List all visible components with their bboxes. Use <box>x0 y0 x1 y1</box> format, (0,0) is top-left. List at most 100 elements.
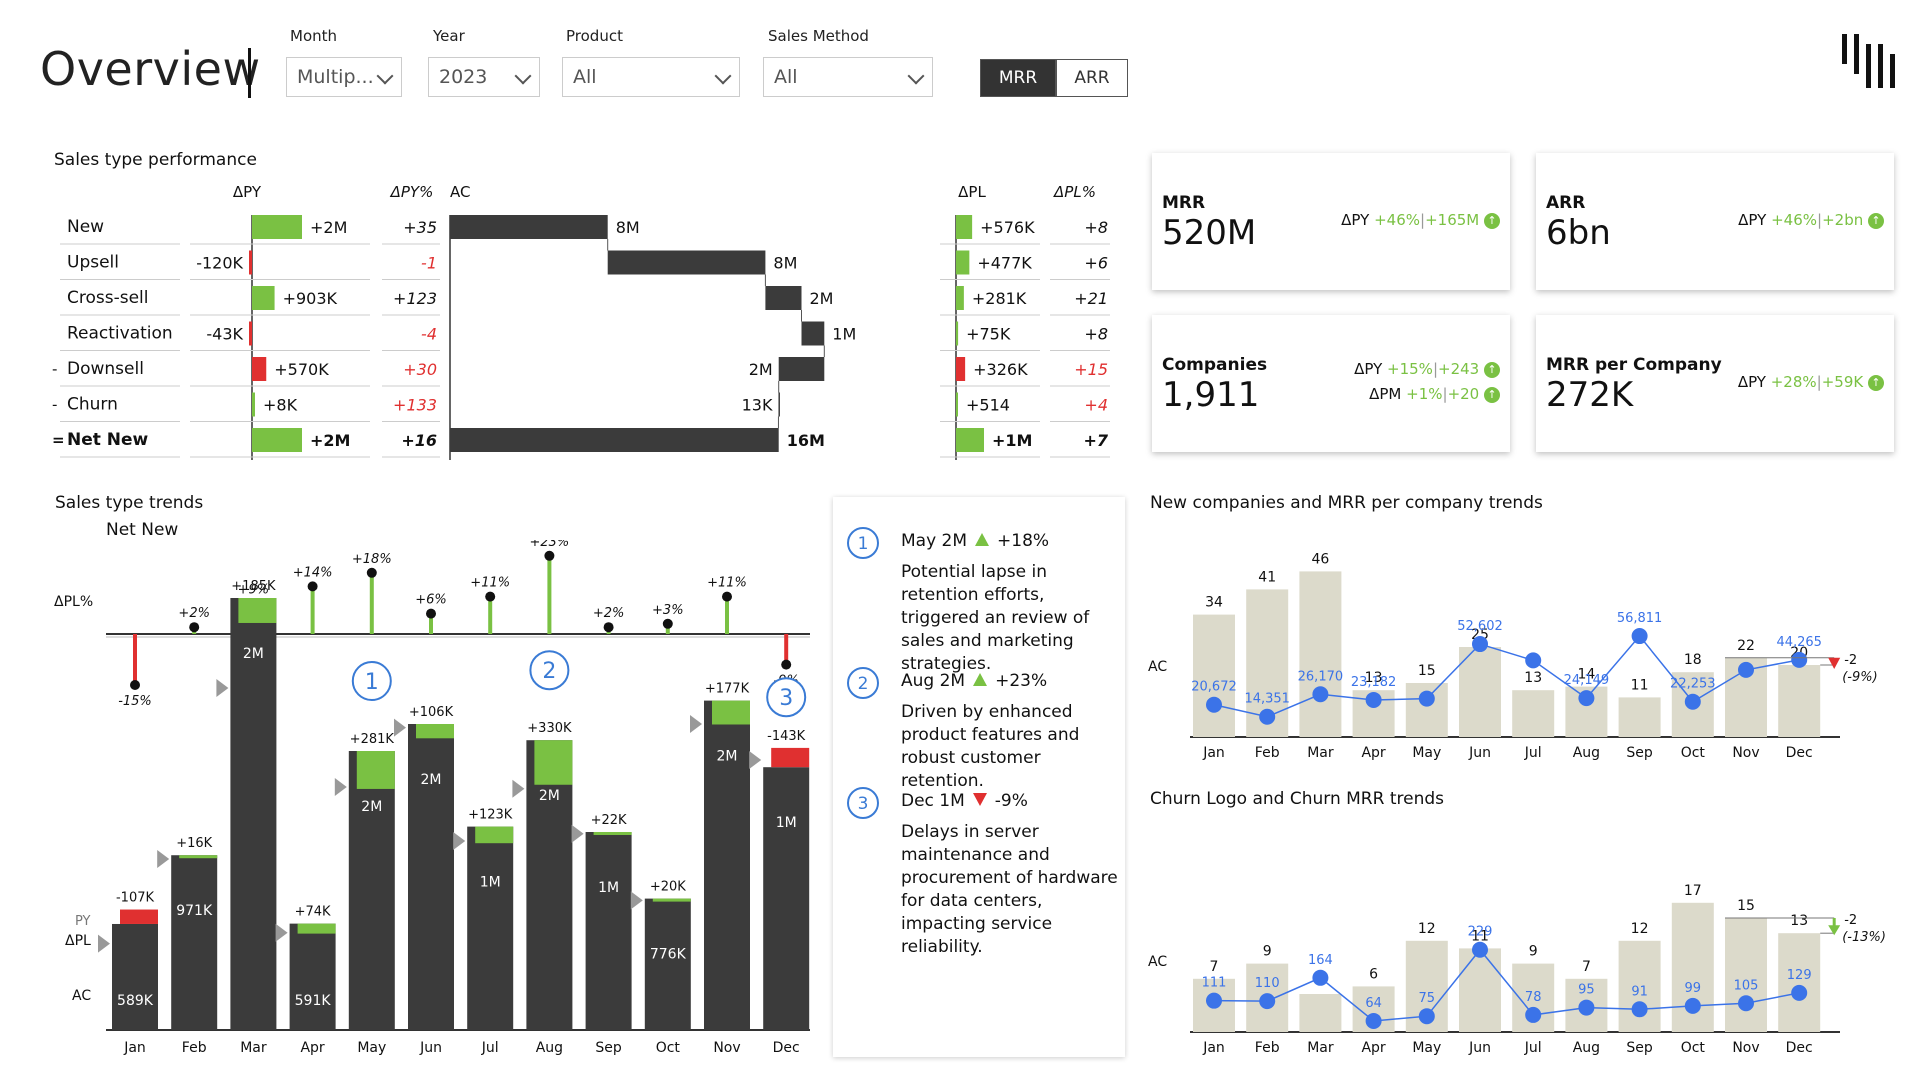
annotation-head: Dec 1M -9% <box>901 791 1028 811</box>
ac-bar <box>644 898 691 1030</box>
row-prefix: = <box>52 431 65 449</box>
title-divider <box>248 48 251 98</box>
pin-head <box>722 591 732 602</box>
dpy-label: +570K <box>274 360 329 379</box>
companies-card[interactable]: Companies 1,911 ΔPY +15%|+243 ↑ ΔPM +1%|… <box>1152 315 1510 452</box>
dpl-label: +75K <box>966 325 1011 344</box>
ac-bar <box>778 357 825 381</box>
ac-bar-label: 2M <box>361 799 382 815</box>
annotation-head: Aug 2M +23% <box>901 671 1047 691</box>
churn-chart: AC 7 Jan 9 Feb Mar 6 Apr 12 May 11 Jun 9 Jul 7 Aug 12 Sep… <box>1148 883 1886 1056</box>
month-label: Mar <box>1307 1040 1334 1056</box>
bar-label: 34 <box>1205 595 1223 611</box>
ac-label: 8M <box>616 218 640 237</box>
month-label: May <box>357 1040 386 1056</box>
line-point <box>1365 691 1382 708</box>
month-label: Nov <box>713 1040 740 1056</box>
triangle-down-icon <box>1828 657 1841 669</box>
pin-head <box>189 622 200 633</box>
dpl-row-label: ΔPL <box>65 933 91 949</box>
line-point-label: 44,265 <box>1776 635 1822 650</box>
ac-bar <box>765 286 802 310</box>
filter-label-year: Year <box>433 27 465 45</box>
year-dropdown[interactable]: 2023 <box>428 57 540 97</box>
companies-delta-py: ΔPY +15%|+243 ↑ <box>1354 360 1500 378</box>
up-arrow-icon: ↑ <box>1484 212 1500 229</box>
dpy-bar <box>252 215 302 239</box>
sales-method-dropdown[interactable]: All <box>763 57 933 97</box>
mrr-label: MRR <box>1162 193 1206 213</box>
annotation-marker-label: 1 <box>365 670 379 695</box>
row-prefix: - <box>52 360 57 378</box>
month-dropdown[interactable]: Multip... <box>286 57 402 97</box>
annotation-body: Driven by enhanced product features and … <box>901 702 1080 791</box>
arr-card[interactable]: ARR 6bn ΔPY +46%|+2bn ↑ <box>1536 153 1894 290</box>
dpl-bar-label: +20K <box>650 880 686 895</box>
month-label: Mar <box>240 1040 267 1056</box>
dpy-bar <box>249 321 252 346</box>
line-point <box>1206 992 1222 1009</box>
triangle-down-icon <box>1828 925 1841 936</box>
dpl-pct-label: +8 <box>1084 218 1108 237</box>
month-label: Aug <box>1573 745 1600 761</box>
up-arrow-icon: ↑ <box>1868 374 1884 391</box>
row-label: Net New <box>67 430 149 450</box>
bar-label: 6 <box>1369 966 1378 982</box>
dpy-pct-label: +16 <box>401 431 437 450</box>
ac-bar-label: 1M <box>776 815 797 831</box>
bar-label: 9 <box>1263 944 1272 960</box>
ac-bar-label: 971K <box>176 903 213 919</box>
ac-bar-label: 2M <box>717 749 738 765</box>
bar-label: 12 <box>1631 921 1649 937</box>
ac-label: 8M <box>773 254 797 273</box>
dpl-bar-label: +185K <box>231 579 276 594</box>
mrr-per-company-card[interactable]: MRR per Company 272K ΔPY +28%|+59K ↑ <box>1536 315 1894 452</box>
month-label: Feb <box>1255 745 1280 761</box>
bar <box>1299 571 1342 737</box>
pin-label: +18% <box>352 552 392 567</box>
ac-bar <box>450 428 779 452</box>
line-point-label: 20,672 <box>1191 680 1237 695</box>
dpl-label: +1M <box>992 431 1032 450</box>
dpl-pct-row-label: ΔPL% <box>54 594 93 610</box>
dpl-bar-label: -107K <box>116 891 155 906</box>
line-point <box>1738 995 1754 1012</box>
bar <box>1459 948 1501 1032</box>
dpl-pct-label: +4 <box>1084 396 1108 415</box>
bar-label: 13 <box>1365 670 1383 686</box>
annotation-body: Delays in server maintenance and procure… <box>901 822 1118 957</box>
up-arrow-icon: ↑ <box>1868 212 1884 229</box>
pin-head <box>366 567 377 578</box>
line-point <box>1578 999 1595 1016</box>
dpy-label: +8K <box>263 396 298 415</box>
ac-bar <box>467 826 514 1030</box>
dpl-pct-label: +6 <box>1084 254 1108 273</box>
arr-toggle-button[interactable]: ARR <box>1056 59 1128 97</box>
bar-label: 7 <box>1582 959 1591 975</box>
line-series <box>1213 948 1800 1022</box>
ac-bar <box>112 923 158 1030</box>
mrr-toggle-button[interactable]: MRR <box>980 59 1056 97</box>
pin-head <box>603 622 614 633</box>
bar-label: 11 <box>1471 928 1489 944</box>
dpl-label: +576K <box>980 218 1035 237</box>
bar-label: 7 <box>1210 959 1219 975</box>
mrr-card[interactable]: MRR 520M ΔPY +46%|+165M ↑ <box>1152 153 1510 290</box>
dpy-bar <box>252 286 275 310</box>
annotation-number: 1 <box>847 527 879 559</box>
annotation-pct: -9% <box>994 791 1028 811</box>
month-label: Aug <box>1573 1040 1600 1056</box>
ac-bar <box>289 923 336 1030</box>
line-point <box>1259 993 1276 1010</box>
pin-label: +11% <box>470 576 510 591</box>
ac-bar <box>171 855 218 1030</box>
header-dpy: ΔPY <box>233 183 262 201</box>
ac-bar <box>704 700 750 1030</box>
line-point-label: 56,811 <box>1617 611 1663 626</box>
dpl-bar <box>356 751 395 789</box>
dpl-bar <box>956 392 958 417</box>
product-dropdown[interactable]: All <box>562 57 740 97</box>
ac-row-label: AC <box>1148 954 1167 970</box>
annotation-marker <box>766 677 807 718</box>
bar-label: 12 <box>1418 921 1436 937</box>
